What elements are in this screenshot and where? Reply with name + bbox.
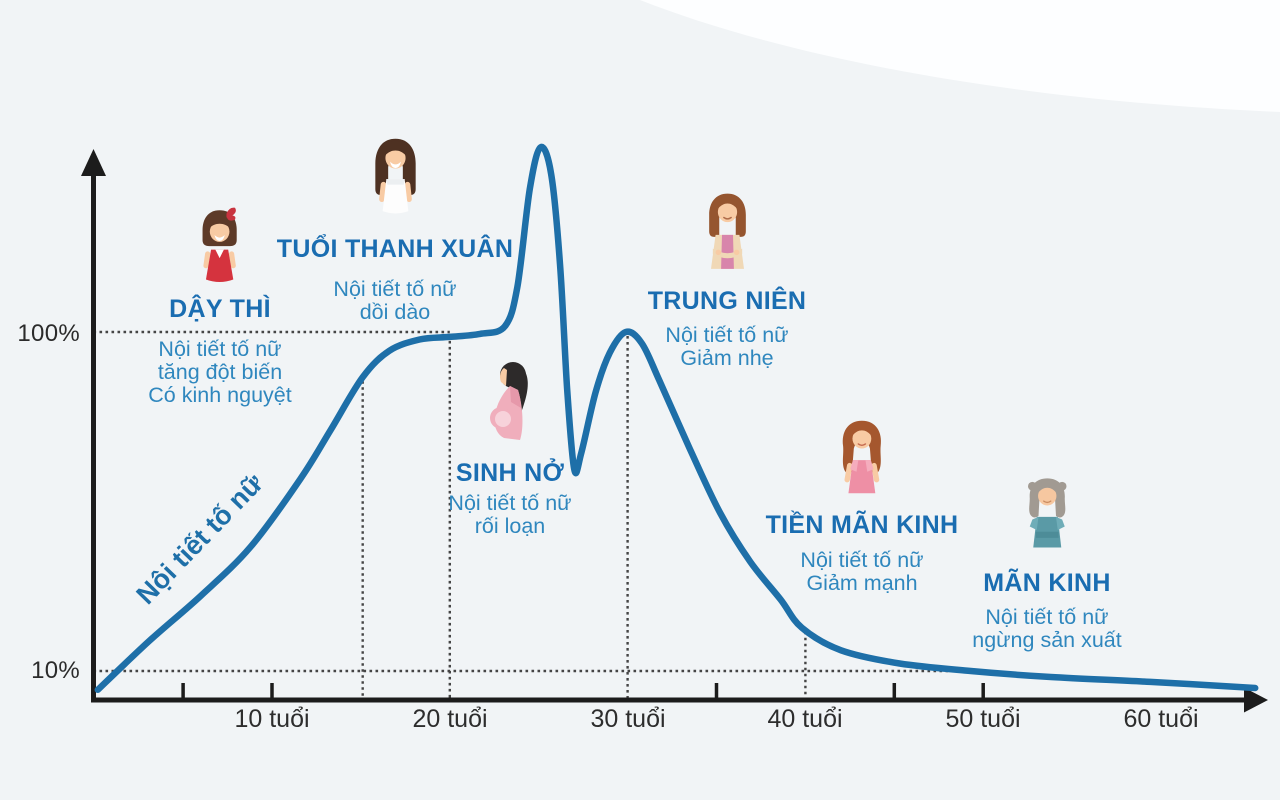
middle-aged-woman-icon <box>708 193 746 269</box>
young-woman-icon <box>374 138 416 214</box>
stage-childbirth: SINH NỞ Nội tiết tố nữ rối loạn <box>410 358 610 538</box>
stage-description: Nội tiết tố nữ Giảm nhẹ <box>665 324 788 370</box>
stage-description: Nội tiết tố nữ dồi dào <box>333 278 456 324</box>
stage-desc-line: Nội tiết tố nữ <box>333 277 457 301</box>
stage-description: Nội tiết tố nữ Giảm mạnh <box>800 549 923 595</box>
stage-puberty: DẬY THÌ Nội tiết tố nữ tăng đột biến Có … <box>120 206 320 407</box>
stage-description: Nội tiết tố nữ rối loạn <box>448 492 571 538</box>
stage-desc-line: ngừng sản xuất <box>972 628 1122 652</box>
stage-desc-line: Nội tiết tố nữ <box>665 323 789 347</box>
x-axis-arrowhead-icon <box>1244 687 1268 713</box>
x-axis-minor-ticks <box>181 683 985 700</box>
stage-desc-line: Nội tiết tố nữ <box>448 491 572 515</box>
stage-title: TUỔI THANH XUÂN <box>276 235 514 263</box>
stage-desc-line: Nội tiết tố nữ <box>985 605 1109 629</box>
dotted-guide-lines <box>93 330 971 700</box>
stage-desc-line: rối loạn <box>474 514 546 538</box>
stage-desc-line: Giảm mạnh <box>806 571 918 595</box>
stage-title: TIỀN MÃN KINH <box>765 511 959 539</box>
stage-title: MÃN KINH <box>983 569 1111 597</box>
stage-desc-line: Giảm nhẹ <box>680 346 774 370</box>
y-axis-label-100: 100% <box>17 320 80 347</box>
axes <box>81 149 1268 713</box>
background-wave-shape <box>640 0 1280 112</box>
y-axis-label-10: 10% <box>31 657 80 684</box>
stage-middle-age: TRUNG NIÊN Nội tiết tố nữ Giảm nhẹ <box>617 190 837 370</box>
stage-desc-line: Nội tiết tố nữ <box>800 548 924 572</box>
stage-perimenopause: TIỀN MÃN KINH Nội tiết tố nữ Giảm mạnh <box>742 418 982 595</box>
x-axis-label-50: 50 tuổi <box>945 705 1021 733</box>
menopause-woman-icon <box>1027 478 1067 548</box>
stage-desc-line: tăng đột biến <box>157 360 283 384</box>
pregnant-woman-icon <box>490 362 528 440</box>
x-axis-label-30: 30 tuổi <box>590 705 666 733</box>
stage-desc-line: Có kinh nguyệt <box>148 383 292 407</box>
y-axis-arrowhead-icon <box>81 149 106 176</box>
perimenopause-woman-icon <box>842 420 882 494</box>
stage-youth: TUỔI THANH XUÂN Nội tiết tố nữ dồi dào <box>255 136 535 324</box>
stage-desc-line: Nội tiết tố nữ <box>158 337 282 361</box>
stage-description: Nội tiết tố nữ ngừng sản xuất <box>972 606 1121 652</box>
stage-menopause: MÃN KINH Nội tiết tố nữ ngừng sản xuất <box>937 474 1157 652</box>
stage-desc-line: dồi dào <box>359 300 431 324</box>
x-axis-label-60: 60 tuổi <box>1123 705 1199 733</box>
stage-description: Nội tiết tố nữ tăng đột biến Có kinh ngu… <box>148 338 291 407</box>
hormone-curve <box>94 143 1259 694</box>
puberty-girl-icon <box>202 207 238 283</box>
stage-title: TRUNG NIÊN <box>647 287 807 315</box>
x-axis-label-40: 40 tuổi <box>767 705 843 733</box>
x-axis-label-10: 10 tuổi <box>234 705 310 733</box>
x-axis-label-20: 20 tuổi <box>412 705 488 733</box>
stage-title: DẬY THÌ <box>169 295 271 323</box>
stage-title: SINH NỞ <box>455 459 565 487</box>
